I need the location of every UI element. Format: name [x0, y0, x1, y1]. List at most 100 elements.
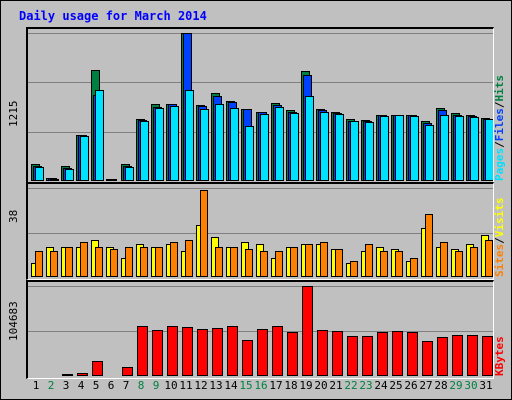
kbytes-bar	[347, 336, 358, 376]
sites-bar	[260, 251, 268, 277]
hits-files-pages-plot	[28, 33, 493, 181]
pages-bar	[65, 169, 74, 181]
sites-bar	[485, 240, 493, 277]
legend-pages: Pages	[493, 147, 506, 181]
x-tick-label: 29	[449, 379, 463, 392]
pages-bar	[215, 104, 224, 181]
pages-bar	[380, 116, 389, 181]
x-tick-label: 13	[209, 379, 223, 392]
kbytes-bar	[212, 328, 223, 376]
sites-bar	[470, 247, 478, 277]
sites-bar	[215, 247, 223, 277]
hits-legend: Pages/Files/Hits	[493, 27, 509, 181]
sites-bar	[290, 247, 298, 277]
x-tick-label: 27	[419, 379, 433, 392]
kbytes-bar	[377, 332, 388, 376]
x-tick-label: 7	[122, 379, 130, 392]
kbytes-bar	[317, 330, 328, 376]
pages-bar	[425, 125, 434, 181]
kbytes-bar	[482, 336, 493, 376]
kbytes-bar	[422, 341, 433, 376]
x-tick-label: 2	[47, 379, 55, 392]
x-tick-label: 6	[107, 379, 115, 392]
pages-bar	[185, 90, 194, 181]
sites-bar	[305, 244, 313, 277]
pages-bar	[365, 122, 374, 181]
x-axis-day-labels: 1 2 3 4 5 6 7 8 9 10 11 12 13 14 15 16 17 18 19 20 21 22 23 24 2…	[26, 379, 493, 395]
x-tick-label: 24	[374, 379, 388, 392]
kbytes-bar	[257, 329, 268, 376]
sites-bar	[380, 251, 388, 277]
x-tick-label: 31	[479, 379, 493, 392]
kbytes-plot	[28, 286, 493, 376]
kbytes-bar	[137, 326, 148, 376]
sites-bar	[335, 249, 343, 277]
pages-bar	[35, 167, 44, 181]
kbytes-bar	[407, 332, 418, 376]
pages-bar	[230, 108, 239, 181]
sites-bar	[140, 247, 148, 277]
files-bar	[108, 179, 117, 181]
pages-bar	[275, 107, 284, 181]
visits-sites-plot	[28, 188, 493, 277]
pages-bar	[455, 116, 464, 181]
sites-bar	[80, 242, 88, 277]
x-tick-label: 22	[344, 379, 358, 392]
x-tick-label: 16	[254, 379, 268, 392]
pages-bar	[200, 109, 209, 181]
kbytes-bar	[197, 329, 208, 376]
legend-sep-2: /	[493, 101, 506, 109]
legend-visits: Visits	[493, 197, 506, 238]
kbytes-bar	[437, 337, 448, 376]
sites-bar	[110, 249, 118, 277]
x-tick-label: 23	[359, 379, 373, 392]
sites-bar	[170, 242, 178, 277]
visits-y-max-label: 38	[7, 209, 20, 223]
legend-files: Files	[493, 108, 506, 142]
kbytes-bar	[242, 340, 253, 376]
x-tick-label: 25	[389, 379, 403, 392]
x-tick-label: 5	[92, 379, 100, 392]
x-tick-label: 28	[434, 379, 448, 392]
pages-bar	[440, 115, 449, 181]
x-tick-label: 18	[284, 379, 298, 392]
pages-bar	[95, 90, 104, 181]
sites-bar	[275, 251, 283, 277]
sites-bar	[320, 242, 328, 277]
pages-bar	[410, 116, 419, 181]
pages-bar	[245, 126, 254, 181]
x-tick-label: 21	[329, 379, 343, 392]
sites-bar	[395, 251, 403, 277]
pages-bar	[155, 108, 164, 181]
pages-bar	[485, 119, 493, 181]
x-tick-label: 26	[404, 379, 418, 392]
legend-hits: Hits	[493, 75, 506, 102]
kbytes-bar	[287, 332, 298, 376]
kbytes-legend: KBytes	[493, 331, 509, 376]
visits-legend: Sites/Visits	[493, 182, 509, 278]
kbytes-bar	[122, 367, 133, 376]
x-tick-label: 11	[179, 379, 193, 392]
legend-kbytes: KBytes	[493, 336, 506, 376]
pages-bar	[350, 121, 359, 181]
sites-bar	[440, 242, 448, 277]
sites-bar	[125, 247, 133, 277]
pages-bar	[335, 114, 344, 181]
kbytes-y-max-label: 104683	[7, 301, 20, 341]
x-tick-label: 30	[464, 379, 478, 392]
kbytes-bar	[167, 326, 178, 376]
x-tick-label: 9	[152, 379, 160, 392]
x-tick-label: 12	[194, 379, 208, 392]
x-tick-label: 4	[77, 379, 85, 392]
sites-bar	[35, 251, 43, 277]
pages-bar	[125, 167, 134, 181]
sites-bar	[245, 249, 253, 277]
legend-sites: Sites	[493, 243, 506, 277]
legend-sep-3: /	[493, 237, 506, 244]
sites-bar	[425, 214, 433, 277]
pages-bar	[260, 114, 269, 181]
kbytes-bar	[272, 326, 283, 376]
kbytes-bar	[152, 330, 163, 376]
kbytes-bar	[302, 286, 313, 376]
